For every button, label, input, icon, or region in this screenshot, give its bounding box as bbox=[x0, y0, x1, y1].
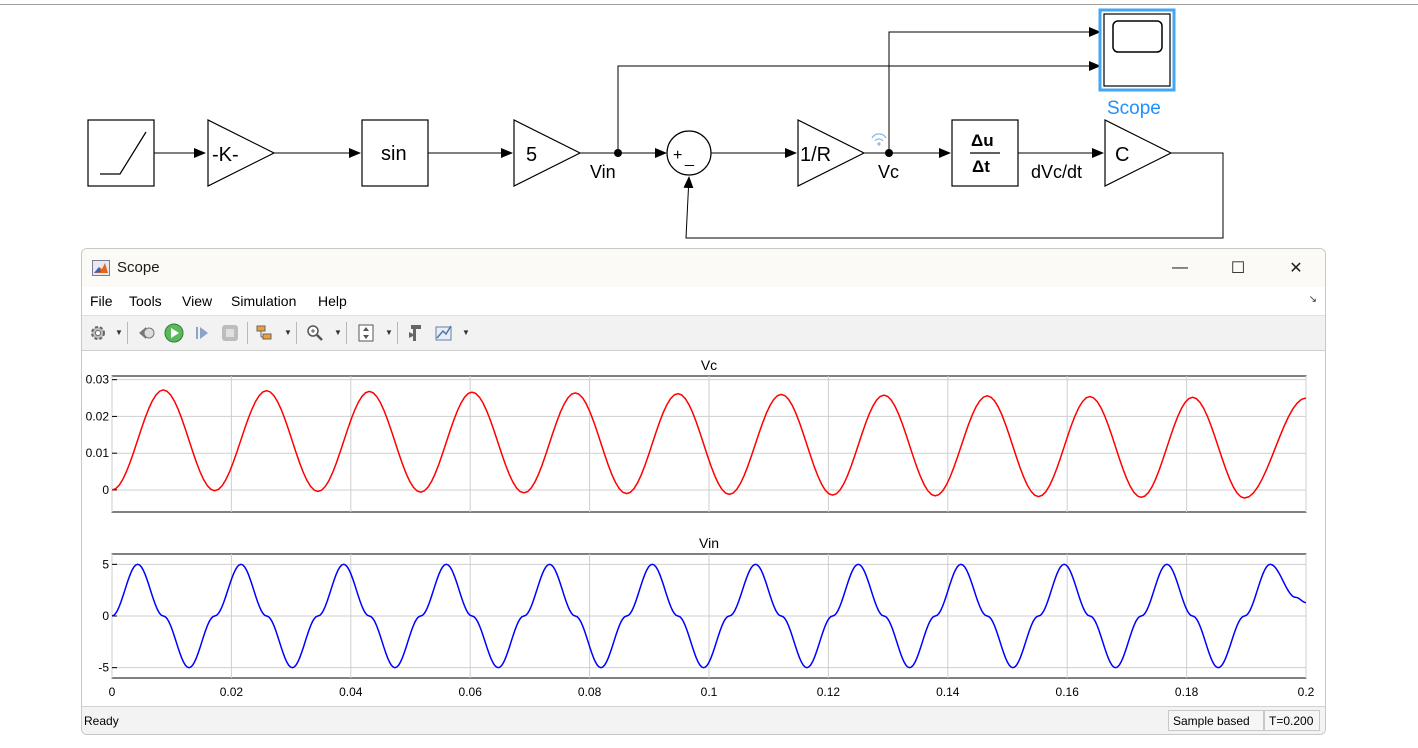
y-tick-label: -5 bbox=[98, 661, 109, 675]
status-ready: Ready bbox=[84, 714, 119, 728]
ramp-icon bbox=[100, 131, 147, 175]
stop-icon[interactable] bbox=[219, 322, 241, 344]
toolbar-separator bbox=[397, 322, 398, 344]
axes-title: Vc bbox=[701, 357, 717, 373]
toolbar-separator bbox=[247, 322, 248, 344]
sum-minus-sign: _ bbox=[684, 150, 695, 167]
scale-axes-dropdown-icon[interactable]: ▼ bbox=[385, 328, 393, 337]
signal-logging-icon[interactable] bbox=[871, 133, 887, 146]
x-tick-label: 0.14 bbox=[936, 685, 960, 699]
close-button[interactable]: ✕ bbox=[1267, 249, 1325, 287]
expand-toolstrip-icon[interactable]: ↘ bbox=[1308, 294, 1317, 305]
vc-axes[interactable]: Vc 0 0.01 0.02 0.03 bbox=[86, 357, 1307, 513]
x-tick-label: 0.06 bbox=[459, 685, 483, 699]
vc-series-line bbox=[111, 389, 1307, 499]
x-tick-label: 0.18 bbox=[1175, 685, 1199, 699]
gain-c-label: C bbox=[1115, 144, 1129, 166]
matlab-icon bbox=[92, 260, 110, 276]
menu-view[interactable]: View bbox=[182, 293, 213, 309]
toolbar-separator bbox=[346, 322, 347, 344]
y-tick-label: 0 bbox=[102, 609, 109, 623]
menu-help[interactable]: Help bbox=[318, 293, 347, 309]
toolbar-separator bbox=[296, 322, 297, 344]
toolbar: ▼ ▼ ▼ ▼ bbox=[82, 315, 1325, 351]
signal-label-vin: Vin bbox=[590, 162, 616, 182]
sin-label: sin bbox=[381, 143, 407, 165]
y-tick-label: 0.02 bbox=[86, 409, 110, 423]
derivative-numerator: Δu bbox=[971, 131, 994, 150]
minimize-icon: — bbox=[1172, 259, 1188, 276]
signal-label-dvcdt: dVc/dt bbox=[1031, 162, 1082, 182]
step-back-icon[interactable] bbox=[135, 322, 157, 344]
scale-axes-icon[interactable] bbox=[355, 322, 377, 344]
y-tick-label: 0.03 bbox=[86, 373, 110, 387]
trigger-dropdown-icon[interactable]: ▼ bbox=[284, 328, 292, 337]
ramp-block[interactable] bbox=[87, 119, 155, 187]
window-title: Scope bbox=[117, 259, 160, 276]
signal-line-vc-scope[interactable] bbox=[888, 27, 1101, 153]
window-top-border bbox=[0, 4, 1418, 5]
derivative-block[interactable]: Δu Δt bbox=[951, 119, 1019, 187]
gain-k-block[interactable]: -K- bbox=[207, 119, 276, 187]
toolbar-separator bbox=[127, 322, 128, 344]
sum-block[interactable]: + _ bbox=[666, 130, 712, 176]
menu-tools[interactable]: Tools bbox=[129, 293, 162, 309]
simulation-time-indicator: T=0.200 bbox=[1264, 710, 1320, 731]
scope-block-label: Scope bbox=[1107, 98, 1161, 119]
scope-block[interactable]: Scope bbox=[1098, 8, 1176, 119]
run-icon[interactable] bbox=[163, 322, 185, 344]
maximize-button[interactable]: ☐ bbox=[1209, 249, 1267, 287]
x-tick-label: 0.16 bbox=[1056, 685, 1080, 699]
gain-5-block[interactable]: 5 bbox=[513, 119, 582, 187]
title-bar[interactable]: Scope — ☐ ✕ bbox=[82, 249, 1325, 287]
sum-plus-sign: + bbox=[673, 147, 682, 164]
x-tick-label: 0.08 bbox=[578, 685, 602, 699]
menu-file[interactable]: File bbox=[90, 293, 113, 309]
x-tick-label: 0.02 bbox=[220, 685, 244, 699]
trigger-icon[interactable] bbox=[254, 322, 276, 344]
feedback-line[interactable] bbox=[683, 152, 1224, 239]
gain-1r-block[interactable]: 1/R bbox=[797, 119, 866, 187]
x-tick-label: 0 bbox=[109, 685, 116, 699]
sin-block[interactable]: sin bbox=[361, 119, 429, 187]
scope-screen-icon bbox=[1112, 20, 1163, 53]
signal-statistics-icon[interactable] bbox=[433, 322, 455, 344]
x-tick-label: 0.1 bbox=[701, 685, 718, 699]
derivative-denominator: Δt bbox=[972, 157, 990, 176]
x-tick-label: 0.2 bbox=[1298, 685, 1315, 699]
x-tick-label: 0.12 bbox=[817, 685, 841, 699]
gain-k-label: -K- bbox=[212, 144, 239, 166]
y-tick-label: 5 bbox=[102, 557, 109, 571]
menu-bar: File Tools View Simulation Help ↘ bbox=[82, 287, 1325, 315]
vin-series-line bbox=[111, 563, 1307, 669]
scope-window[interactable]: Scope — ☐ ✕ File Tools View Simulation H… bbox=[81, 248, 1326, 735]
close-icon: ✕ bbox=[1289, 260, 1303, 277]
x-tick-label: 0.04 bbox=[339, 685, 363, 699]
menu-simulation[interactable]: Simulation bbox=[231, 293, 297, 309]
cursor-measurement-icon[interactable] bbox=[405, 322, 427, 344]
step-forward-icon[interactable] bbox=[191, 322, 213, 344]
signal-label-vc: Vc bbox=[878, 162, 899, 182]
maximize-icon: ☐ bbox=[1230, 260, 1246, 277]
sample-mode-indicator: Sample based bbox=[1168, 710, 1264, 731]
y-tick-label: 0.01 bbox=[86, 446, 110, 460]
signal-line-vin-scope[interactable] bbox=[617, 61, 1101, 153]
settings-icon[interactable] bbox=[87, 322, 109, 344]
statistics-dropdown-icon[interactable]: ▼ bbox=[462, 328, 470, 337]
gain-c-block[interactable]: C bbox=[1104, 119, 1173, 187]
zoom-icon[interactable] bbox=[304, 322, 326, 344]
zoom-dropdown-icon[interactable]: ▼ bbox=[334, 328, 342, 337]
gain-1r-label: 1/R bbox=[800, 144, 831, 166]
gain-5-label: 5 bbox=[526, 144, 537, 166]
axes-title: Vin bbox=[699, 535, 719, 551]
status-bar: Ready Sample based T=0.200 bbox=[82, 706, 1325, 734]
minimize-button[interactable]: — bbox=[1151, 249, 1209, 287]
y-tick-label: 0 bbox=[102, 483, 109, 497]
settings-dropdown-icon[interactable]: ▼ bbox=[115, 328, 123, 337]
